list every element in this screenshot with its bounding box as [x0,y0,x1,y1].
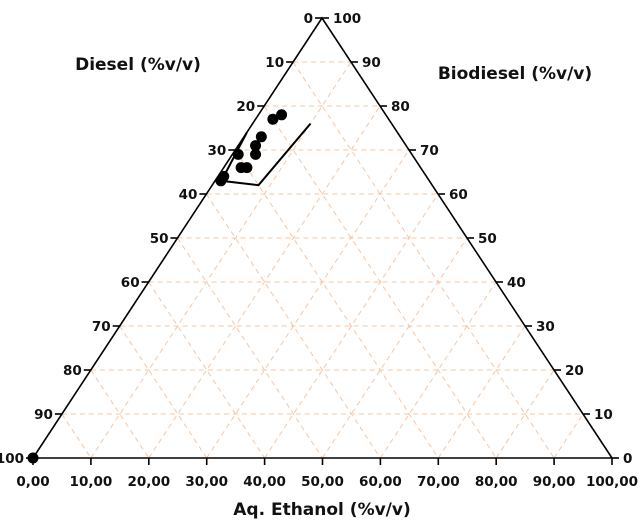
data-point [232,148,244,160]
chart-grid [61,61,584,459]
diesel-tick-label: 60 [121,275,140,291]
biodiesel-axis-label: Biodiesel (%v/v) [438,64,592,84]
diesel-tick-label: 70 [92,319,111,335]
ethanol-axis-label: Aq. Ethanol (%v/v) [233,500,411,520]
biodiesel-tick-label: 20 [565,363,584,379]
ethanol-tick-label: 50,00 [301,474,344,490]
biodiesel-tick-label: 50 [478,231,497,247]
ethanol-tick-label: 0,00 [16,474,49,490]
grid-line-diesel [119,325,208,459]
diesel-tick-label: 80 [63,363,82,379]
grid-line-ethanol [379,281,497,459]
diesel-tick-label: 100 [0,451,24,467]
data-point [250,148,262,160]
ethanol-tick-label: 100,00 [586,474,638,490]
biodiesel-tick-label: 80 [391,99,410,115]
ethanol-tick-label: 80,00 [475,474,518,490]
biodiesel-tick-label: 100 [333,11,361,27]
diesel-tick-label: 90 [34,407,53,423]
ethanol-tick-label: 70,00 [417,474,460,490]
grid-line-ethanol [148,105,381,459]
biodiesel-tick-label: 10 [594,407,613,423]
diesel-tick-label: 10 [265,55,284,71]
biodiesel-tick-label: 60 [449,187,468,203]
ethanol-tick-label: 10,00 [70,474,113,490]
data-point [276,109,288,121]
ethanol-tick-label: 90,00 [533,474,576,490]
diesel-tick-label: 40 [179,187,198,203]
data-point [215,175,227,187]
biodiesel-tick-label: 90 [362,55,381,71]
biodiesel-tick-label: 30 [536,319,555,335]
grid-line-diesel [205,193,381,459]
data-point [235,162,247,174]
data-point [267,113,279,125]
grid-line-ethanol [437,325,526,459]
ethanol-tick-label: 40,00 [243,474,286,490]
ethanol-tick-label: 60,00 [359,474,402,490]
grid-line-diesel [148,281,266,459]
grid-line-ethanol [322,237,468,459]
diesel-tick-label: 50 [150,231,169,247]
biodiesel-tick-label: 70 [420,143,439,159]
data-points [27,109,288,464]
grid-line-diesel [234,149,439,459]
grid-line-diesel [61,413,92,459]
diesel-tick-label: 30 [208,143,227,159]
tick-labels: 0102030405060708090100100908070605040302… [0,11,638,490]
ethanol-tick-label: 20,00 [127,474,170,490]
tick-marks [26,17,619,465]
grid-line-ethanol [553,413,584,459]
grid-line-ethanol [264,193,439,459]
data-point [255,131,267,143]
data-point [250,140,262,152]
diesel-tick-label: 20 [236,99,255,115]
grid-line-ethanol [206,149,410,459]
biodiesel-tick-label: 40 [507,275,526,291]
diesel-tick-label: 0 [304,11,313,27]
ethanol-tick-label: 30,00 [185,474,228,490]
biodiesel-tick-label: 0 [623,451,632,467]
grid-line-ethanol [90,61,352,459]
diesel-axis-label: Diesel (%v/v) [75,55,201,75]
grid-line-diesel [292,61,555,459]
grid-line-diesel [177,237,323,459]
